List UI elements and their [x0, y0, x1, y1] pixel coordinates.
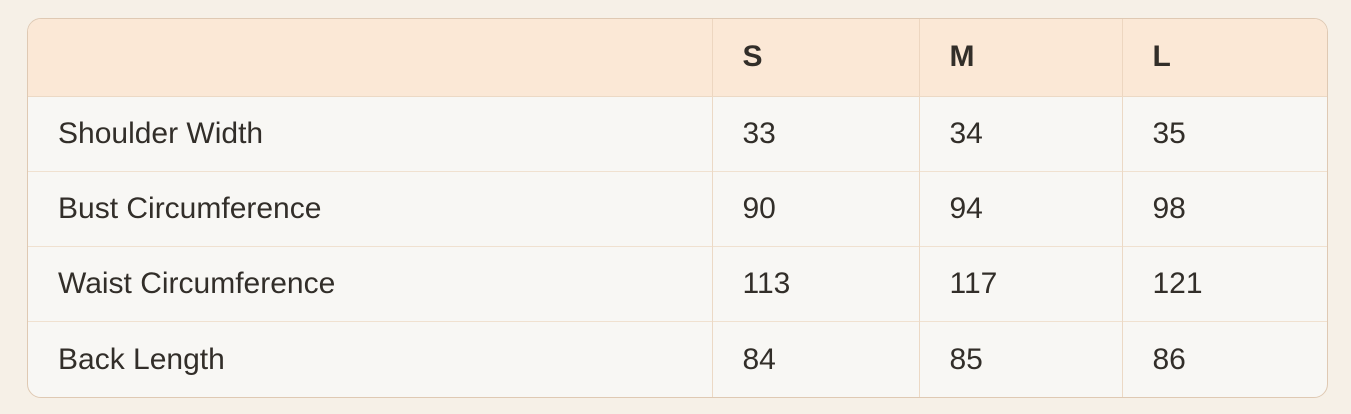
size-value-cell: 98: [1121, 170, 1327, 247]
row-label: Back Length: [28, 321, 712, 397]
size-value-cell: 94: [918, 170, 1122, 247]
size-value-cell: 84: [711, 321, 919, 397]
column-header-l: L: [1121, 19, 1327, 97]
size-value-cell: 34: [918, 96, 1122, 172]
size-chart-card: S M L Shoulder Width 33 34 35 Bust Circu…: [27, 18, 1328, 398]
table-row: Back Length 84 85 86: [28, 321, 1327, 397]
row-label: Waist Circumference: [28, 245, 712, 322]
size-value-cell: 33: [711, 96, 919, 172]
corner-header-cell: [28, 19, 712, 97]
size-value-cell: 35: [1121, 96, 1327, 172]
column-header-m: M: [918, 19, 1122, 97]
size-value-cell: 121: [1121, 245, 1327, 322]
size-value-cell: 113: [711, 245, 919, 322]
size-chart-table: S M L Shoulder Width 33 34 35 Bust Circu…: [28, 19, 1327, 397]
size-value-cell: 90: [711, 170, 919, 247]
row-label: Shoulder Width: [58, 116, 264, 150]
table-row: Waist Circumference 113 117 121: [28, 245, 1327, 322]
table-row: Shoulder Width 33 34 35: [28, 96, 1327, 172]
size-value-cell: 86: [1121, 321, 1327, 397]
table-row: Bust Circumference 90 94 98: [28, 170, 1327, 247]
column-header-s: S: [711, 19, 919, 97]
row-label: Bust Circumference: [28, 170, 712, 247]
table-header-row: S M L: [28, 19, 1327, 97]
size-value-cell: 117: [918, 245, 1122, 322]
size-value-cell: 85: [918, 321, 1122, 397]
